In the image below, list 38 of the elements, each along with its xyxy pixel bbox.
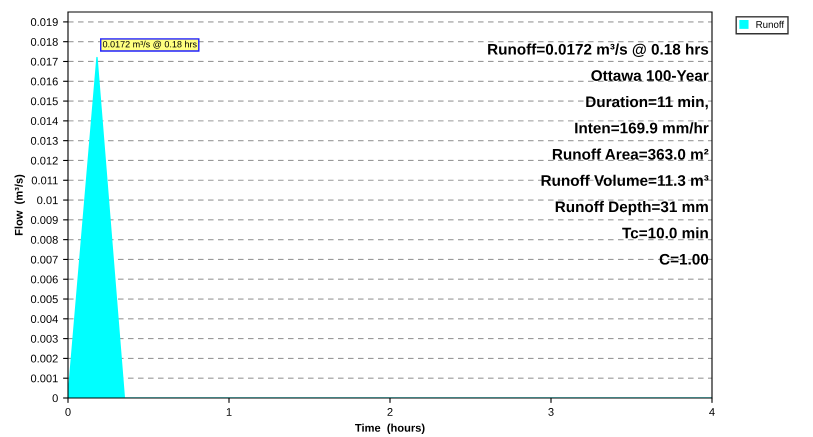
annotation: Runoff=0.0172 m³/s @ 0.18 hrs (488, 43, 708, 57)
y-tick-label: 0.002 (30, 354, 58, 363)
y-tick-label: 0.004 (30, 315, 58, 323)
annotation: Tc=10.0 min (622, 227, 708, 238)
x-tick-label: 0 (65, 408, 71, 416)
y-tick-label: 0.01 (37, 196, 58, 204)
y-tick-label: 0 (52, 394, 58, 402)
y-tick-label: 0.017 (30, 58, 58, 66)
y-tick-label: 0.001 (30, 374, 58, 382)
y-tick-label: 0.006 (30, 276, 58, 284)
x-axis-title: Time (hours) (355, 424, 425, 434)
annotation: Runoff Volume=11.3 m³ (542, 174, 708, 186)
y-tick-label: 0.003 (30, 334, 58, 343)
annotation: C=1.00 (660, 254, 708, 265)
y-tick-label: 0.019 (30, 18, 58, 26)
legend-label: Runoff (756, 20, 784, 28)
y-tick-label: 0.005 (30, 295, 58, 304)
y-tick-label: 0.018 (30, 38, 58, 46)
annotation: Runoff Area=363.0 m² (552, 148, 708, 160)
y-tick-label: 0.009 (30, 216, 58, 224)
y-tick-label: 0.011 (32, 176, 58, 184)
x-tick-label: 3 (548, 408, 554, 416)
y-axis-title: Flow (m³/s) (14, 174, 25, 236)
x-tick-label: 1 (226, 408, 232, 416)
x-tick-label: 2 (387, 408, 393, 416)
y-tick-label: 0.008 (30, 236, 58, 244)
y-tick-label: 0.015 (30, 97, 58, 106)
y-tick-label: 0.014 (30, 117, 58, 126)
y-tick-label: 0.013 (30, 136, 58, 145)
y-tick-label: 0.016 (30, 78, 58, 86)
y-tick-label: 0.007 (30, 256, 58, 264)
annotation: Duration=11 min, (586, 96, 708, 110)
annotation: Inten=169.9 mm/hr (575, 122, 709, 134)
annotation: 0.0172 m³/s @ 0.18 hrs (102, 40, 197, 49)
y-tick-label: 0.012 (30, 156, 58, 165)
x-tick-label: 4 (709, 408, 715, 416)
annotation: Ottawa 100-Year (591, 70, 709, 81)
annotation: Runoff Depth=31 mm (556, 200, 708, 216)
